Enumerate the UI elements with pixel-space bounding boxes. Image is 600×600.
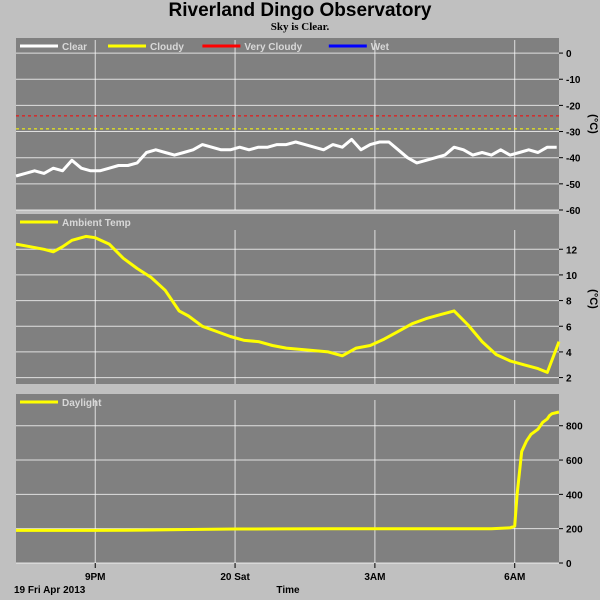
y-tick-label: -30 [566, 128, 581, 139]
x-axis-title: Time [276, 585, 300, 596]
y-tick-label: 400 [566, 490, 583, 501]
page-subtitle: Sky is Clear. [270, 21, 330, 33]
y-tick-label: 0 [566, 559, 572, 570]
legend-label: Wet [371, 42, 390, 53]
chart-panel-3: 800 600 400 200 0 Daylight [16, 394, 583, 570]
y-tick-label: 2 [566, 374, 572, 385]
y-tick-label: 8 [566, 297, 572, 308]
x-tick-label: 3AM [364, 572, 385, 583]
legend-label: Daylight [62, 398, 102, 409]
y-axis-unit: (°C) [587, 289, 599, 309]
legend-label: Clear [62, 42, 87, 53]
y-axis-unit: (°C) [587, 114, 599, 134]
y-tick-label: -10 [566, 75, 581, 86]
y-tick-label: 800 [566, 422, 583, 433]
y-tick-label: 4 [566, 348, 572, 359]
page-title: Riverland Dingo Observatory [168, 0, 432, 21]
chart-panel-1: 0 -10 -20 -30 -40 -50 -60 (°C) Clear Cloudy Very C… [15, 38, 599, 217]
series-line [15, 234, 561, 374]
plot-area [16, 394, 559, 563]
y-tick-label: 10 [566, 271, 578, 282]
y-tick-label: 12 [566, 245, 578, 256]
chart-panel-2: 12 10 8 6 4 2 (°C) Ambient Temp [15, 214, 599, 385]
y-tick-label: 0 [566, 49, 572, 60]
y-tick-label: -60 [566, 206, 581, 217]
y-tick-label: 200 [566, 525, 583, 536]
x-tick-label: 6AM [504, 572, 525, 583]
x-date-label: 19 Fri Apr 2013 [14, 585, 86, 596]
legend-label: Very Cloudy [244, 42, 302, 53]
y-tick-label: 6 [566, 322, 572, 333]
series-line [15, 137, 557, 178]
series-line [16, 410, 560, 532]
plot-area [16, 38, 559, 210]
y-tick-label: -40 [566, 154, 581, 165]
legend-label: Cloudy [150, 42, 184, 53]
y-tick-label: -20 [566, 101, 581, 112]
legend-label: Ambient Temp [62, 218, 131, 229]
y-tick-label: 600 [566, 456, 583, 467]
x-tick-label: 9PM [85, 572, 106, 583]
x-tick-label: 20 Sat [220, 572, 250, 583]
y-tick-label: -50 [566, 180, 581, 191]
